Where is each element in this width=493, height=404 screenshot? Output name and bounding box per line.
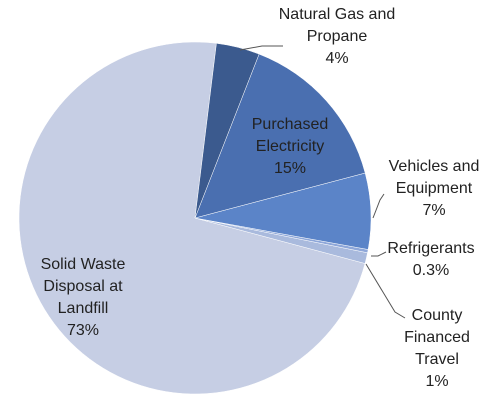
slice-label: Vehicles and Equipment 7% [374, 156, 493, 222]
pie-slice [194, 43, 260, 219]
value-label: 1% [425, 373, 449, 390]
value-label: 73% [66, 322, 100, 339]
leader-line [371, 251, 387, 257]
value-label: 7% [422, 202, 446, 219]
slice-label: Refrigerants 0.3% [371, 238, 491, 282]
pie-slice [18, 41, 366, 395]
slice-label: County Financed Travel 1% [397, 305, 477, 393]
leader-line [365, 263, 406, 319]
leader-lines [239, 45, 406, 319]
slice-label: Natural Gas and Propane 4% [277, 4, 397, 70]
pie-slice [194, 53, 366, 219]
category-label: Purchased Electricity [251, 116, 329, 155]
value-label: 0.3% [412, 262, 450, 279]
slice-label: Solid Waste Disposal at Landfill 73% [28, 254, 138, 342]
category-label: County Financed Travel [404, 307, 470, 368]
leader-line [239, 45, 283, 51]
category-label: Refrigerants [387, 240, 475, 257]
slice-label: Purchased Electricity 15% [240, 114, 340, 180]
leader-line [372, 193, 385, 219]
category-label: Solid Waste Disposal at Landfill [40, 256, 126, 317]
category-label: Vehicles and Equipment [388, 158, 480, 197]
category-label: Natural Gas and Propane [278, 6, 396, 45]
value-label: 4% [325, 50, 349, 67]
value-label: 15% [273, 160, 307, 177]
